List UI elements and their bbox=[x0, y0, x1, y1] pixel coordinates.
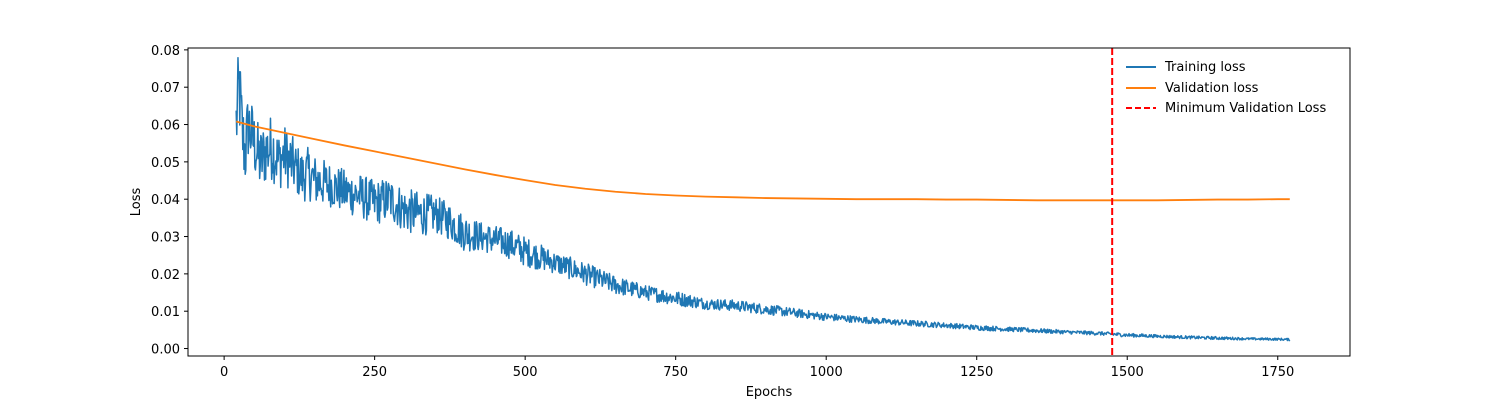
y-axis-ticks: 0.00 0.01 0.02 0.03 0.04 0.05 0.06 0.07 0.08 bbox=[151, 44, 188, 358]
legend-label-validation: Validation loss bbox=[1165, 81, 1259, 96]
x-axis-label: Epochs bbox=[746, 385, 793, 400]
y-tick-label: 0.02 bbox=[151, 268, 180, 283]
x-axis-ticks: 0 250 500 750 1000 1250 1500 1750 bbox=[220, 356, 1294, 380]
x-tick-label: 1000 bbox=[810, 365, 843, 380]
y-tick-label: 0.00 bbox=[151, 343, 180, 358]
legend-label-min-validation: Minimum Validation Loss bbox=[1165, 101, 1326, 116]
legend: Training loss Validation loss Minimum Va… bbox=[1126, 60, 1326, 116]
x-tick-label: 750 bbox=[663, 365, 688, 380]
y-axis-label: Loss bbox=[129, 188, 144, 217]
x-tick-label: 1500 bbox=[1111, 365, 1144, 380]
axes-frame bbox=[187, 47, 1351, 357]
y-tick-label: 0.08 bbox=[151, 44, 180, 59]
series-training-loss bbox=[235, 56, 1291, 342]
x-tick-label: 500 bbox=[513, 365, 538, 380]
y-tick-label: 0.07 bbox=[151, 81, 180, 96]
x-tick-label: 1750 bbox=[1261, 365, 1294, 380]
y-tick-label: 0.05 bbox=[151, 156, 180, 171]
plot-area bbox=[235, 48, 1291, 356]
y-tick-label: 0.03 bbox=[151, 231, 180, 246]
y-tick-label: 0.01 bbox=[151, 305, 180, 320]
series-validation-loss bbox=[235, 120, 1290, 202]
legend-label-training: Training loss bbox=[1164, 60, 1246, 75]
y-tick-label: 0.04 bbox=[151, 193, 180, 208]
x-tick-label: 1250 bbox=[960, 365, 993, 380]
x-tick-label: 0 bbox=[220, 365, 228, 380]
y-tick-label: 0.06 bbox=[151, 119, 180, 134]
x-tick-label: 250 bbox=[362, 365, 387, 380]
